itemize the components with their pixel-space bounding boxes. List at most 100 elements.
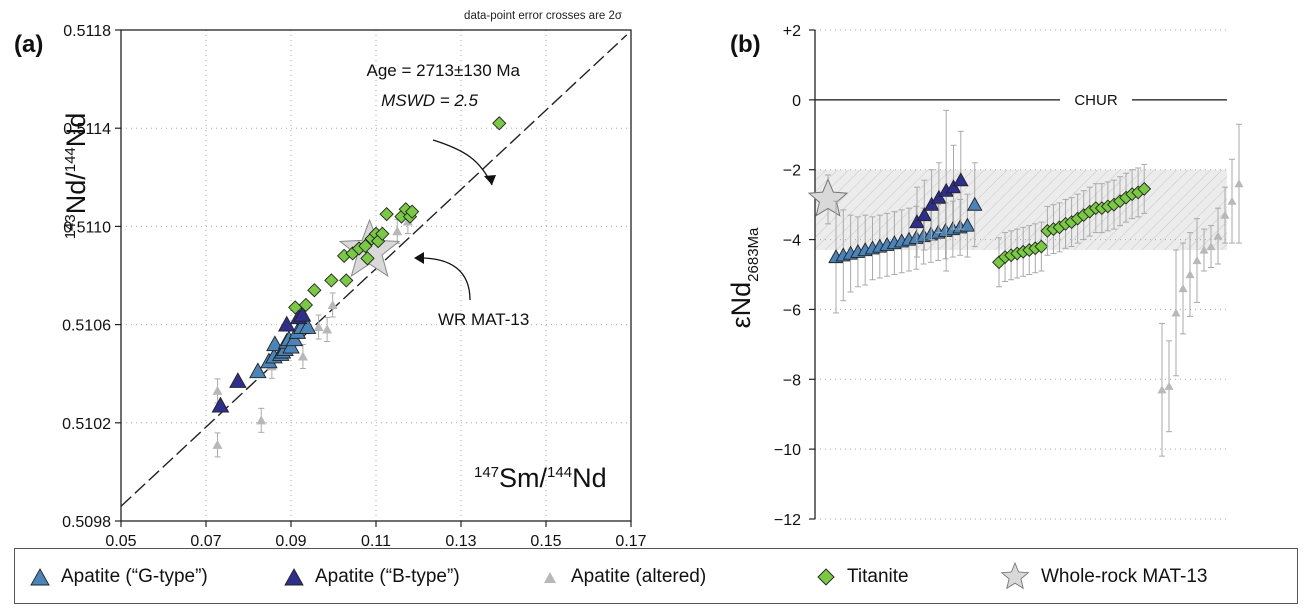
panel-a-label: (a) bbox=[14, 31, 43, 58]
titanite-point bbox=[360, 251, 375, 266]
y-label-sup1: 143 bbox=[62, 214, 79, 239]
b-type-marker-icon bbox=[284, 568, 304, 586]
x-tick-label: 0.13 bbox=[445, 533, 476, 548]
legend-item-altered: Apatite (altered) bbox=[539, 549, 706, 605]
y-label-sup2: 144 bbox=[62, 147, 79, 172]
y-tick-label-b: −2 bbox=[783, 163, 801, 180]
wr-arrow bbox=[419, 257, 471, 301]
altered-marker-icon bbox=[544, 572, 556, 583]
b-type-apatite-point-b bbox=[916, 179, 933, 251]
altered-apatite-point bbox=[297, 344, 308, 370]
x-tick-label: 0.17 bbox=[615, 533, 646, 548]
y-tick-label: 0.5106 bbox=[62, 318, 111, 335]
y-tick-label: 0.5118 bbox=[63, 23, 111, 40]
x-tick-label: 0.11 bbox=[361, 533, 391, 548]
altered-apatite-point-b bbox=[1178, 242, 1188, 335]
b-type-apatite-point-b bbox=[945, 144, 962, 230]
x-axis-label-a: 147Sm/144Nd bbox=[474, 463, 607, 493]
legend-label-altered: Apatite (altered) bbox=[571, 566, 707, 587]
y-tick-label-b: −12 bbox=[774, 512, 801, 529]
isochron-arrowhead bbox=[484, 175, 496, 185]
isochron-line bbox=[121, 34, 628, 507]
y-tick-label-b: −8 bbox=[783, 372, 801, 389]
titanite-point-b bbox=[1004, 230, 1019, 281]
g-type-marker-icon bbox=[30, 568, 50, 586]
b-type-apatite-point bbox=[229, 372, 247, 388]
y-label-nd2: Nd bbox=[61, 113, 91, 148]
panel-b-grid bbox=[815, 29, 1227, 520]
mswd-annotation: MSWD = 2.5 bbox=[381, 91, 478, 110]
altered-apatite-point-b bbox=[1234, 123, 1244, 244]
x-tick-label: 0.15 bbox=[530, 533, 561, 548]
y-tick-label-b: +2 bbox=[783, 23, 801, 40]
altered-apatite-point bbox=[256, 407, 267, 433]
y-tick-label: 0.5102 bbox=[62, 416, 111, 433]
altered-apatite-point-b bbox=[1213, 207, 1223, 265]
b-type-apatite-point-b bbox=[931, 162, 947, 234]
b-type-apatite-point-b bbox=[909, 186, 925, 258]
legend-item-g-type: Apatite (“G-type”) bbox=[29, 549, 208, 605]
panel-a-grid bbox=[121, 30, 631, 521]
svg-text:εNd2683Ma: εNd2683Ma bbox=[726, 227, 762, 328]
altered-apatite-point-b bbox=[1199, 228, 1209, 272]
b-type-apatite-point-b bbox=[923, 169, 940, 241]
wr-arrowhead bbox=[414, 252, 424, 264]
altered-apatite-point-b bbox=[1164, 340, 1174, 433]
panel-a-ticks: 0.05 0.07 0.09 0.11 0.13 0.15 0.17 0.5098 0.5102… bbox=[62, 23, 647, 548]
altered-apatite-point bbox=[327, 292, 338, 318]
titanite-point bbox=[404, 204, 420, 219]
titanite-point bbox=[375, 226, 390, 241]
error-note: data-point error crosses are 2σ bbox=[464, 10, 622, 22]
svg-text:143Nd/144Nd: 143Nd/144Nd bbox=[61, 113, 91, 240]
isochron-arrow bbox=[432, 139, 493, 186]
altered-apatite-point-b bbox=[1171, 249, 1181, 377]
b-type-apatite-point bbox=[293, 305, 312, 322]
figure: (a) 0.05 0.07 0.09 0.11 0.13 0.15 0.170.50980.… bbox=[14, 10, 1244, 548]
g-type-apatite-point-b bbox=[959, 193, 976, 258]
altered-apatite-point-b bbox=[1220, 186, 1230, 244]
y-tick-label: 0.5098 bbox=[62, 514, 111, 531]
g-type-apatite-point bbox=[249, 362, 267, 379]
g-type-apatite-point bbox=[266, 335, 284, 352]
altered-apatite-point-b bbox=[1185, 232, 1195, 317]
legend-item-whole-rock: Whole-rock MAT-13 bbox=[999, 549, 1207, 605]
panel-a-marks bbox=[211, 116, 507, 458]
wr-envelope bbox=[815, 169, 1227, 251]
titanite-point bbox=[339, 273, 354, 288]
legend-label-g-type: Apatite (“G-type”) bbox=[61, 566, 208, 587]
altered-apatite-point-b bbox=[1157, 322, 1167, 457]
legend-label-titanite: Titanite bbox=[847, 566, 909, 587]
chur-label-bg bbox=[1060, 90, 1132, 109]
titanite-point-b bbox=[1137, 163, 1152, 214]
altered-apatite-point-b bbox=[1192, 218, 1202, 303]
panel-b-label: (b) bbox=[730, 31, 761, 58]
altered-apatite-point-b bbox=[1206, 225, 1216, 269]
x-tick-label: 0.05 bbox=[105, 533, 136, 548]
x-tick-label: 0.09 bbox=[275, 533, 306, 548]
y-tick-label-b: −6 bbox=[783, 302, 801, 319]
legend-item-titanite: Titanite bbox=[815, 549, 909, 605]
y-tick-label: 0.5110 bbox=[63, 219, 111, 236]
titanite-point bbox=[298, 297, 314, 313]
y-label-nd1: Nd/ bbox=[61, 172, 91, 215]
titanite-point bbox=[379, 206, 394, 222]
titanite-point-b bbox=[1052, 202, 1067, 253]
legend-item-b-type: Apatite (“B-type”) bbox=[283, 549, 460, 605]
panel-b-ticks: +2 0 −2 −4 −6 −8 −10 −12 bbox=[774, 23, 815, 529]
legend-label-whole-rock: Whole-rock MAT-13 bbox=[1041, 566, 1208, 587]
panel-a: (a) 0.05 0.07 0.09 0.11 0.13 0.15 0.170.50980.… bbox=[14, 10, 647, 548]
altered-apatite-point bbox=[322, 317, 333, 343]
legend-label-b-type: Apatite (“B-type”) bbox=[315, 566, 460, 587]
x-tick-label: 0.07 bbox=[190, 533, 221, 548]
y-tick-label: 0.5114 bbox=[63, 121, 111, 138]
y-tick-label-b: −4 bbox=[783, 233, 801, 250]
y-tick-label-b: 0 bbox=[792, 93, 801, 110]
whole-rock-point-b bbox=[807, 174, 849, 225]
panel-b: (b) CHUR +2 0 −2 −4 −6 −8 −10 −12 εNd2683Ma bbox=[726, 23, 1244, 529]
titanite-point bbox=[492, 116, 507, 131]
age-annotation: Age = 2713±130 Ma bbox=[367, 61, 521, 80]
altered-apatite-point-b bbox=[1227, 158, 1237, 244]
g-type-apatite-point-b bbox=[966, 162, 983, 248]
altered-apatite-point bbox=[313, 314, 324, 340]
legend: Apatite (“G-type”) Apatite (“B-type”) Ap… bbox=[14, 548, 1298, 604]
